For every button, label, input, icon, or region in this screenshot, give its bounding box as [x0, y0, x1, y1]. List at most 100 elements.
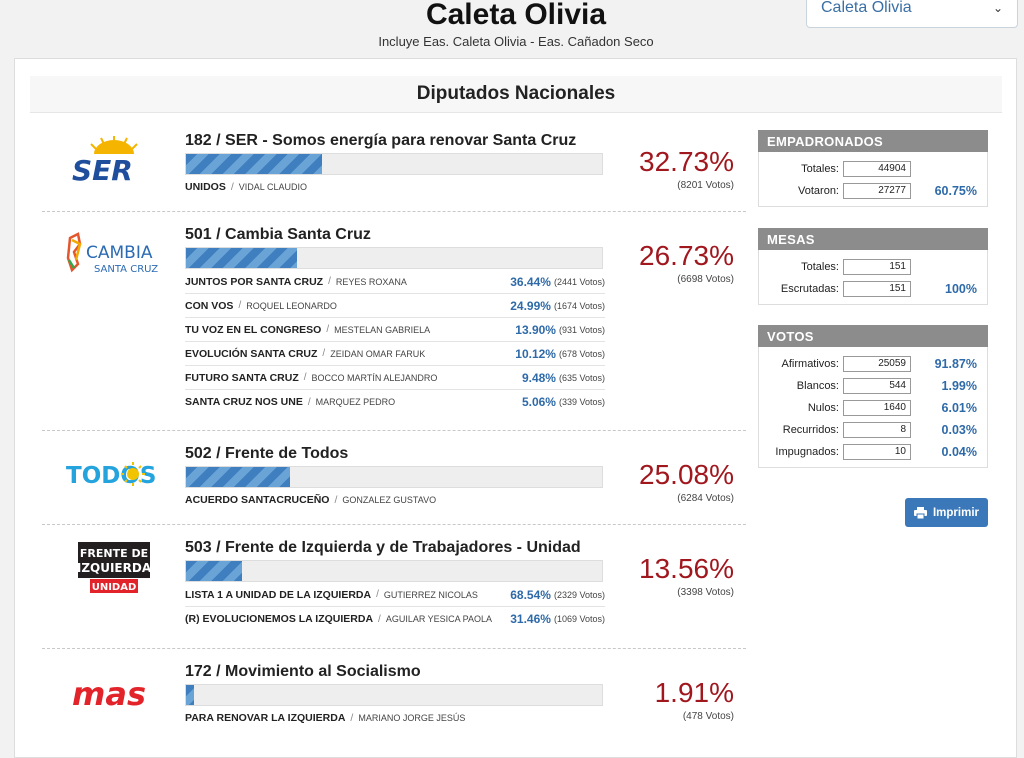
party-row: CAMBIA SANTA CRUZ 501 / Cambia Santa Cru…	[42, 212, 746, 431]
candidate-name: VIDAL CLAUDIO	[238, 182, 307, 192]
party-votes: (8201 Votos)	[677, 180, 734, 191]
stat-row: Totales: 151	[759, 256, 987, 278]
district-select-value: Caleta Olivia	[821, 0, 912, 16]
stat-percent: 91.87%	[934, 357, 977, 371]
list-item: PARA RENOVAR LA IZQUIERDA / MARIANO JORGE …	[185, 712, 466, 724]
party-name: 502 / Frente de Todos	[185, 445, 349, 462]
party-vote-bar-fill	[186, 154, 323, 174]
candidate-name: MESTELAN GABRIELA	[334, 324, 431, 335]
page-subtitle: Incluye Eas. Caleta Olivia - Eas. Cañado…	[378, 34, 654, 49]
stat-value: 44904	[843, 161, 911, 177]
party-row: mas 172 / Movimiento al Socialismo 1.91%…	[42, 649, 746, 749]
party-name: 503 / Frente de Izquierda y de Trabajado…	[185, 539, 581, 556]
todos-logo: TODOS	[64, 449, 164, 499]
party-vote-bar-fill	[186, 685, 194, 705]
stat-percent: 0.03%	[941, 423, 977, 437]
party-vote-bar	[185, 153, 603, 175]
printer-icon	[913, 506, 927, 519]
list-percent: 68.54%	[510, 587, 551, 602]
empadronados-box: EMPADRONADOS Totales: 44904 Votaron: 272…	[758, 130, 988, 207]
stat-label: Recurridos:	[782, 424, 839, 436]
list-name: EVOLUCIÓN SANTA CRUZ	[185, 347, 318, 360]
stat-value: 1640	[843, 400, 911, 416]
cambia-logo-top: CAMBIA	[86, 243, 153, 263]
party-name: 182 / SER - Somos energía para renovar S…	[185, 132, 577, 149]
stat-value: 10	[843, 444, 911, 460]
votos-title: VOTOS	[758, 325, 988, 347]
stat-row: Recurridos: 8 0.03%	[759, 419, 987, 441]
candidate-name: ZEIDAN OMAR FARUK	[330, 348, 426, 359]
print-button[interactable]: Imprimir	[905, 498, 988, 527]
empadronados-title: EMPADRONADOS	[758, 130, 988, 152]
cambia-logo: CAMBIA SANTA CRUZ	[64, 230, 164, 280]
stat-label: Escrutadas:	[780, 283, 839, 295]
list-item: JUNTOS POR SANTA CRUZ / REYES ROXANA 36.44…	[185, 270, 605, 294]
list-name: SANTA CRUZ NOS UNE	[185, 396, 303, 408]
mesas-title: MESAS	[758, 228, 988, 250]
votos-box: VOTOS Afirmativos: 25059 91.87% Blancos:…	[758, 325, 988, 468]
party-vote-bar-fill	[186, 248, 298, 268]
list-percent: 5.06%	[521, 395, 556, 409]
list-name: JUNTOS POR SANTA CRUZ	[185, 275, 324, 288]
list-item: LISTA 1 A UNIDAD DE LA IZQUIERDA / GUTIERR…	[185, 583, 605, 607]
list-name: (R) EVOLUCIONEMOS LA IZQUIERDA	[185, 613, 374, 625]
stat-row: Escrutadas: 151 100%	[759, 278, 987, 300]
party-percent: 13.56%	[639, 553, 734, 584]
stat-percent: 0.04%	[941, 445, 977, 459]
district-select[interactable]: Caleta Olivia ⌄	[806, 0, 1018, 28]
list-name: TU VOZ EN EL CONGRESO	[185, 323, 322, 336]
list-item: SANTA CRUZ NOS UNE / MARQUEZ PEDRO 5.06% (3…	[185, 395, 605, 409]
party-percent: 26.73%	[639, 240, 734, 271]
stat-label: Blancos:	[796, 380, 839, 392]
ser-logo: SER	[64, 136, 164, 186]
mesas-box: MESAS Totales: 151 Escrutadas: 151 100%	[758, 228, 988, 305]
stat-row: Totales: 44904	[759, 158, 987, 180]
stat-percent: 60.75%	[934, 184, 977, 198]
candidate-name: ROQUEL LEONARDO	[246, 300, 337, 311]
candidate-name: MARQUEZ PEDRO	[315, 397, 396, 407]
party-vote-bar-fill	[186, 561, 243, 581]
stat-label: Totales:	[801, 163, 839, 175]
fit-logo-mid: IZQUIERDA	[77, 561, 152, 575]
candidate-name: MARIANO JORGE JESÚS	[358, 713, 466, 723]
list-item: FUTURO SANTA CRUZ / BOCCO MARTÍN ALEJANDRO…	[185, 366, 605, 390]
list-votes: (1674 Votos)	[553, 300, 605, 311]
party-vote-bar	[185, 466, 603, 488]
stat-label: Totales:	[801, 261, 839, 273]
stat-value: 151	[843, 259, 911, 275]
stat-label: Impugnados:	[775, 446, 839, 458]
party-vote-bar	[185, 560, 603, 582]
stat-label: Nulos:	[807, 402, 839, 414]
candidate-name: REYES ROXANA	[335, 276, 407, 287]
list-item: CON VOS / ROQUEL LEONARDO 24.99% (1674 Voto…	[185, 294, 605, 318]
list-name: FUTURO SANTA CRUZ	[185, 371, 299, 384]
list-name: LISTA 1 A UNIDAD DE LA IZQUIERDA	[185, 588, 372, 601]
party-percent: 25.08%	[639, 459, 734, 490]
party-row: SER 182 / SER - Somos energía para renov…	[42, 118, 746, 212]
party-percent: 32.73%	[639, 146, 734, 177]
todos-logo-text: TODOS	[66, 463, 156, 489]
list-percent: 36.44%	[510, 274, 551, 289]
page-title: Caleta Olivia	[425, 0, 607, 31]
stat-value: 25059	[843, 356, 911, 372]
stat-value: 27277	[843, 183, 911, 199]
stat-percent: 1.99%	[941, 379, 977, 393]
candidate-name: BOCCO MARTÍN ALEJANDRO	[311, 372, 438, 383]
party-vote-bar	[185, 247, 603, 269]
stat-label: Afirmativos:	[781, 358, 839, 370]
list-name: CON VOS	[185, 299, 234, 312]
party-vote-bar	[185, 684, 603, 706]
party-row: FRENTE DE IZQUIERDA UNIDAD 503 / Frente …	[42, 525, 746, 649]
stat-percent: 6.01%	[941, 401, 977, 415]
fit-logo-bottom: UNIDAD	[92, 582, 137, 593]
list-votes: (931 Votos)	[558, 324, 605, 335]
party-votes: (6698 Votos)	[677, 274, 734, 285]
party-name: 501 / Cambia Santa Cruz	[185, 226, 371, 243]
stat-row: Impugnados: 10 0.04%	[759, 441, 987, 463]
party-percent: 1.91%	[654, 677, 734, 708]
candidate-name: GUTIERREZ NICOLAS	[383, 589, 478, 600]
stat-value: 544	[843, 378, 911, 394]
candidate-name: GONZALEZ GUSTAVO	[342, 495, 437, 505]
party-votes: (3398 Votos)	[677, 587, 734, 598]
list-votes: (635 Votos)	[558, 372, 605, 383]
